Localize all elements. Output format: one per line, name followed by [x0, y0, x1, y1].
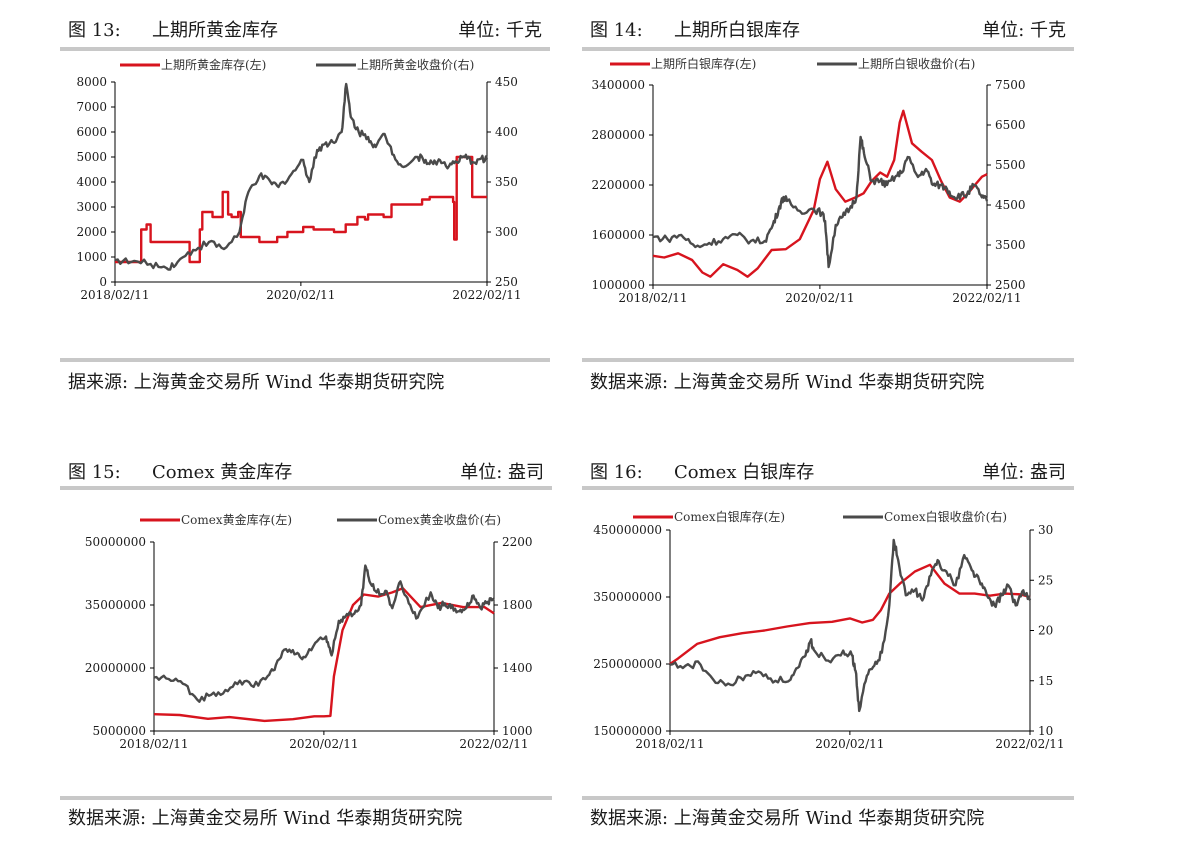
- source-note: 数据来源: 上海黄金交易所 Wind 华泰期货研究院: [590, 808, 985, 829]
- footer-rule: [582, 358, 1074, 362]
- figure-title: 上期所黄金库存: [152, 20, 278, 41]
- figure-unit: 单位: 盎司: [982, 462, 1066, 483]
- footer-rule: [60, 796, 552, 800]
- source-note: 据来源: 上海黄金交易所 Wind 华泰期货研究院: [68, 372, 445, 393]
- figure-unit: 单位: 千克: [982, 20, 1066, 41]
- figure-unit: 单位: 盎司: [460, 462, 544, 483]
- figure-number: 图 14:: [590, 20, 643, 41]
- source-note: 数据来源: 上海黄金交易所 Wind 华泰期货研究院: [68, 808, 463, 829]
- header-rule: [60, 486, 552, 490]
- figure-panel: 图 15: Comex 黄金库存 单位: 盎司 数据来源: 上海黄金交易所 Wi…: [60, 454, 552, 844]
- figure-number: 图 15:: [68, 462, 121, 483]
- figure-panel: 图 13: 上期所黄金库存 单位: 千克 据来源: 上海黄金交易所 Wind 华…: [60, 12, 550, 402]
- figure-title: Comex 白银库存: [674, 462, 815, 483]
- figure-number: 图 13:: [68, 20, 121, 41]
- figure-unit: 单位: 千克: [458, 20, 542, 41]
- header-rule: [60, 47, 550, 51]
- figure-panel: 图 14: 上期所白银库存 单位: 千克 数据来源: 上海黄金交易所 Wind …: [582, 12, 1074, 402]
- figure-title: Comex 黄金库存: [152, 462, 293, 483]
- footer-rule: [582, 796, 1074, 800]
- header-rule: [582, 47, 1074, 51]
- figure-title: 上期所白银库存: [674, 20, 800, 41]
- figure-header: 图 16: Comex 白银库存 单位: 盎司: [582, 454, 1074, 484]
- figure-header: 图 15: Comex 黄金库存 单位: 盎司: [60, 454, 552, 484]
- figure-header: 图 13: 上期所黄金库存 单位: 千克: [60, 12, 550, 42]
- source-note: 数据来源: 上海黄金交易所 Wind 华泰期货研究院: [590, 372, 985, 393]
- footer-rule: [60, 358, 550, 362]
- figure-header: 图 14: 上期所白银库存 单位: 千克: [582, 12, 1074, 42]
- figure-panel: 图 16: Comex 白银库存 单位: 盎司 数据来源: 上海黄金交易所 Wi…: [582, 454, 1074, 844]
- figure-number: 图 16:: [590, 462, 643, 483]
- header-rule: [582, 486, 1074, 490]
